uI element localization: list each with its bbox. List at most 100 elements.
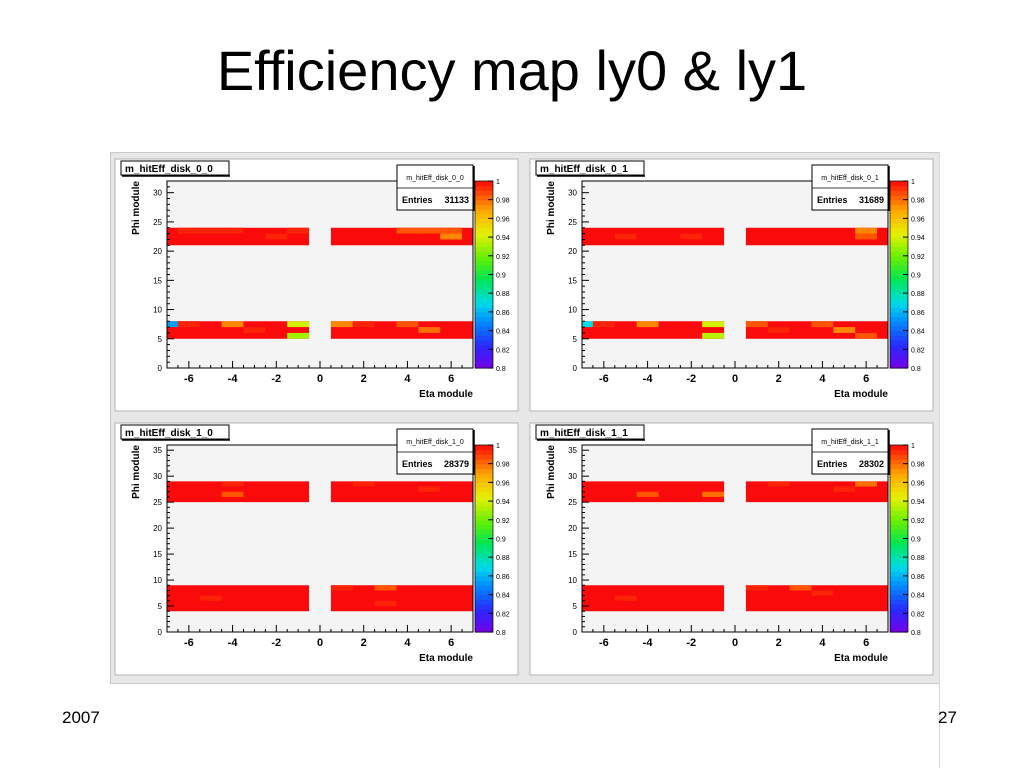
colorbar-segment <box>475 302 493 308</box>
heatmap-panel-disk-1-1: -6 -4 -2 0 2 4 6 0 5 10 15 20 25 30 35 Eta module Phi mo… <box>529 422 934 676</box>
colorbar-segment <box>890 209 908 215</box>
histogram-title: m_hitEff_disk_1_0 <box>125 428 213 439</box>
heatmap-cell <box>287 227 310 234</box>
colorbar-segment <box>890 482 908 488</box>
x-tick-label: -6 <box>184 637 194 649</box>
colorbar-tick-label: 0.88 <box>911 555 925 562</box>
heatmap-cell <box>199 227 222 234</box>
colorbar-tick-label: 0.86 <box>911 310 925 317</box>
heatmap-cell <box>374 600 397 607</box>
stats-entries-value: 31689 <box>859 195 884 205</box>
heatmap-cell <box>855 481 878 487</box>
colorbar-segment <box>475 538 493 544</box>
colorbar-segment <box>475 477 493 483</box>
colorbar-segment <box>475 552 493 558</box>
colorbar-segment <box>475 218 493 224</box>
colorbar-segment <box>890 561 908 568</box>
colorbar-segment <box>890 199 908 205</box>
colorbar-tick-label: 0.8 <box>911 366 921 373</box>
heatmap-band-right-0 <box>330 481 473 503</box>
stats-title: m_hitEff_disk_1_0 <box>406 439 464 446</box>
colorbar-tick-label: 0.94 <box>496 499 510 506</box>
y-tick-label: 15 <box>568 550 577 559</box>
colorbar-tick-label: 0.86 <box>496 310 510 317</box>
y-tick-label: 5 <box>573 335 578 344</box>
heatmap-cell <box>287 321 310 328</box>
heatmap-cell <box>352 321 375 328</box>
colorbar-segment <box>475 241 493 248</box>
x-tick-label: -4 <box>228 637 239 649</box>
y-tick-label: 35 <box>568 446 577 455</box>
x-tick-label: -4 <box>228 373 239 385</box>
colorbar-segment <box>890 580 908 586</box>
colorbar-tick-label: 0.96 <box>496 480 510 487</box>
y-axis-label: Phi module <box>546 445 557 499</box>
colorbar-segment <box>890 260 908 266</box>
colorbar-segment <box>475 293 493 299</box>
colorbar-segment <box>475 223 493 229</box>
colorbar-segment <box>890 603 908 610</box>
colorbar-segment <box>890 445 908 451</box>
page-border <box>939 152 940 768</box>
colorbar-segment <box>890 190 908 196</box>
colorbar-tick-label: 0.94 <box>496 235 510 242</box>
colorbar-segment <box>890 501 908 507</box>
colorbar-segment <box>890 547 908 554</box>
heatmap-cell <box>614 595 637 601</box>
colorbar-segment <box>475 473 493 479</box>
stats-title: m_hitEff_disk_0_0 <box>406 175 464 182</box>
footer-year: 2007 <box>62 708 100 727</box>
colorbar-segment <box>890 575 908 582</box>
stats-entries-label: Entries <box>402 459 433 469</box>
colorbar-segment <box>475 454 493 460</box>
y-tick-label: 20 <box>568 524 577 533</box>
heatmap-cell <box>374 585 397 591</box>
x-tick-label: 2 <box>361 373 367 385</box>
colorbar-tick-label: 0.98 <box>911 462 925 469</box>
colorbar-tick-label: 0.88 <box>496 291 510 298</box>
colorbar-segment <box>475 589 493 596</box>
colorbar-segment <box>475 575 493 582</box>
x-tick-label: -6 <box>184 373 194 385</box>
colorbar-segment <box>890 181 908 187</box>
heatmap-cell <box>636 321 659 328</box>
y-tick-label: 30 <box>153 472 162 481</box>
y-tick-label: 10 <box>568 306 577 315</box>
heatmap-cell <box>767 481 790 487</box>
colorbar-segment <box>890 302 908 308</box>
colorbar-segment <box>475 274 493 280</box>
heatmap-cell <box>745 585 768 591</box>
page-number: 27 <box>938 708 957 727</box>
colorbar-segment <box>890 459 908 465</box>
heatmap-band-left-0 <box>582 227 725 246</box>
colorbar-segment <box>890 487 908 493</box>
y-tick-label: 25 <box>568 218 577 227</box>
y-tick-label: 15 <box>568 276 577 285</box>
heatmap-band-right-1 <box>745 585 888 612</box>
stats-entries-value: 31133 <box>444 195 469 205</box>
colorbar-segment <box>890 213 908 219</box>
heatmap-cell <box>330 585 353 591</box>
x-axis-label: Eta module <box>419 389 473 400</box>
colorbar-segment <box>890 599 908 605</box>
colorbar-tick-label: 0.98 <box>496 462 510 469</box>
colorbar-segment <box>890 269 908 276</box>
colorbar-segment <box>475 468 493 474</box>
colorbar-segment <box>475 190 493 196</box>
colorbar-tick-label: 0.98 <box>911 198 925 205</box>
colorbar-segment <box>475 449 493 455</box>
colorbar-tick-label: 0.92 <box>911 518 925 525</box>
heatmap-band-right-0 <box>745 481 888 503</box>
x-axis-label: Eta module <box>834 389 888 400</box>
y-tick-label: 5 <box>573 602 578 611</box>
colorbar-tick-label: 0.8 <box>496 630 506 637</box>
colorbar-segment <box>890 251 908 257</box>
x-tick-label: 0 <box>317 373 323 385</box>
colorbar-segment <box>475 255 493 262</box>
colorbar-tick-label: 0.94 <box>911 499 925 506</box>
colorbar-segment <box>890 589 908 596</box>
heatmap-cell <box>833 327 856 333</box>
colorbar-segment <box>475 613 493 619</box>
colorbar-segment <box>475 316 493 322</box>
histogram-title: m_hitEff_disk_1_1 <box>540 428 628 439</box>
